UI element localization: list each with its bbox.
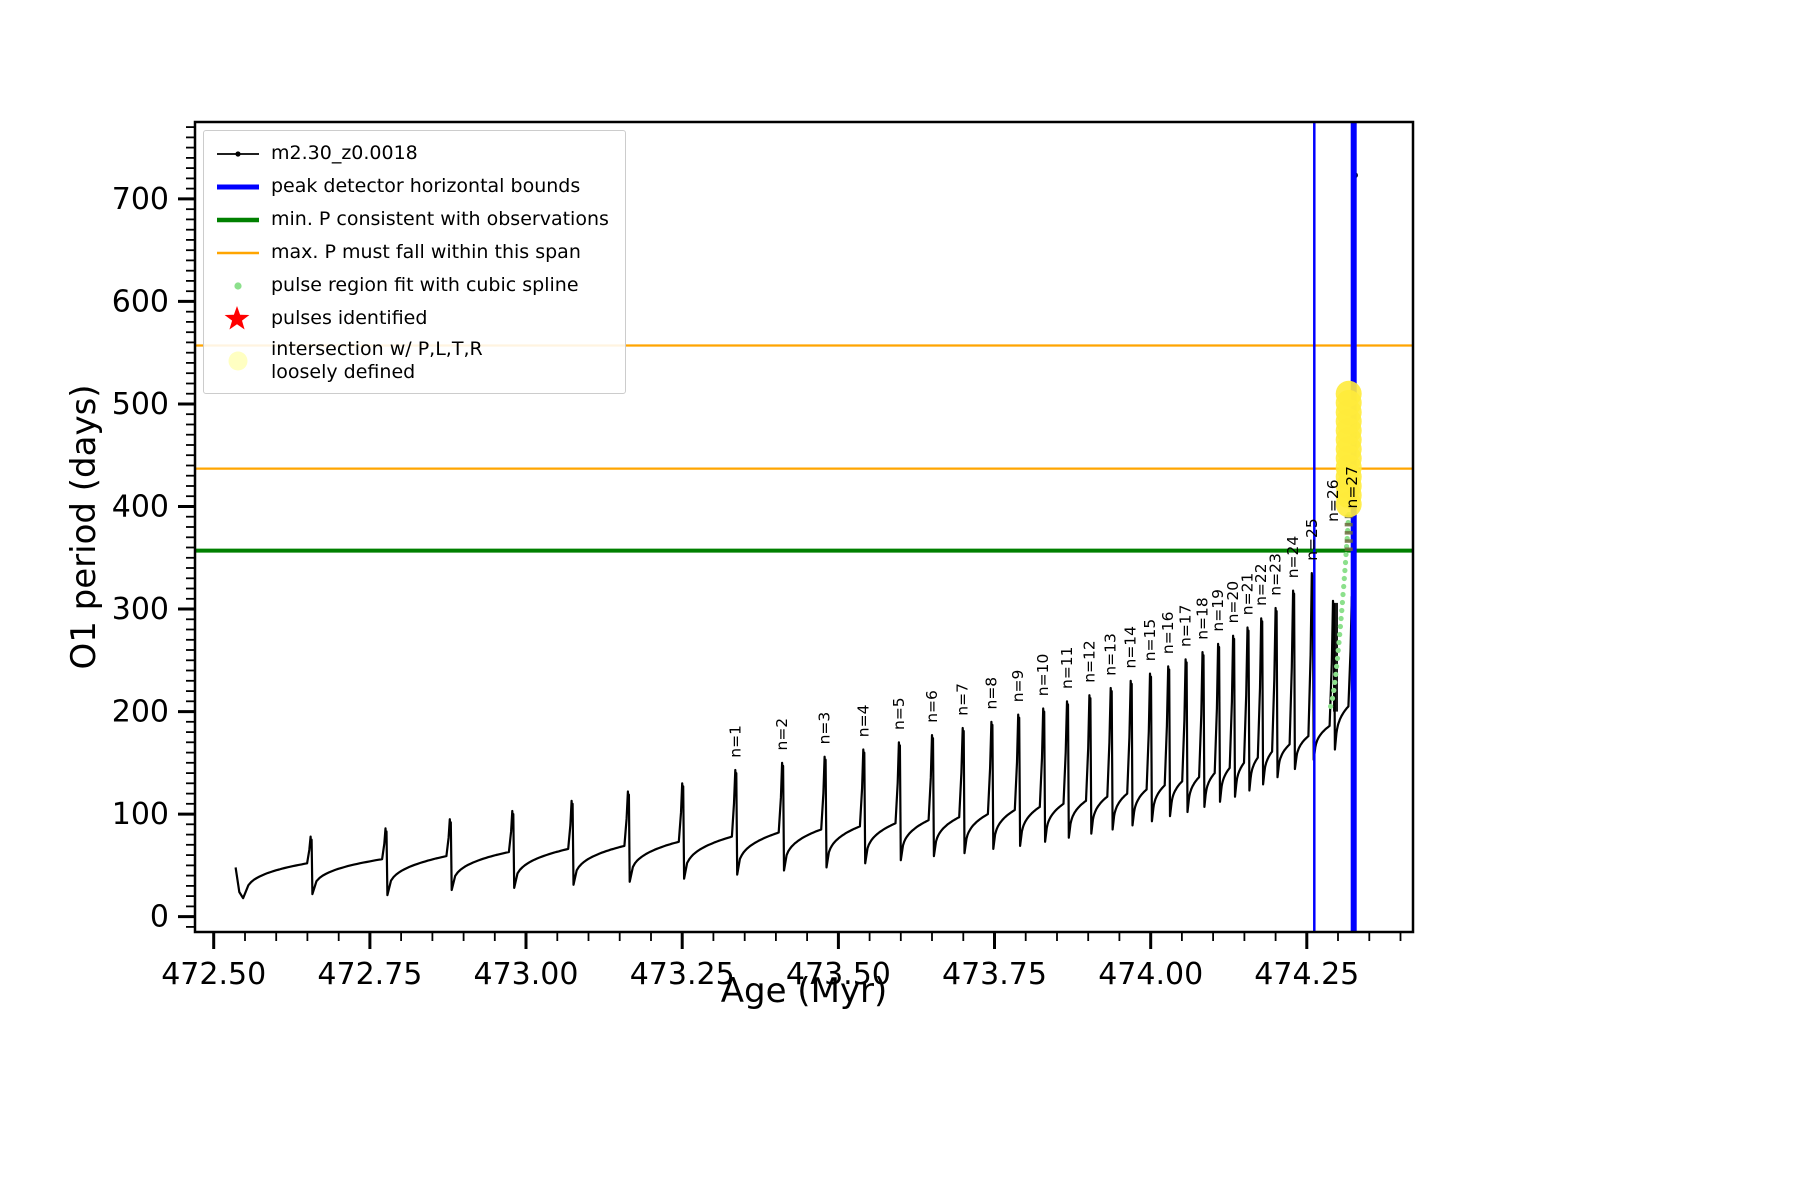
y-tick-labels: 0 100 200 300 400 500 600 700 xyxy=(112,182,169,935)
svg-text:473.75: 473.75 xyxy=(942,957,1047,992)
pulse-label: n=25 xyxy=(1303,518,1321,561)
svg-text:700: 700 xyxy=(112,182,169,217)
svg-text:474.00: 474.00 xyxy=(1098,957,1203,992)
svg-text:500: 500 xyxy=(112,387,169,422)
pulse-label: n=2 xyxy=(773,718,791,751)
hline-green-legend-marker-icon xyxy=(215,206,261,234)
legend-item: pulse region fit with cubic spline xyxy=(215,272,609,300)
spline-dot-legend-marker-icon xyxy=(215,272,261,300)
legend-item-label: min. P consistent with observations xyxy=(271,208,609,231)
pulse-label: n=19 xyxy=(1209,589,1227,632)
intersection-blob xyxy=(1335,380,1362,518)
svg-text:400: 400 xyxy=(112,490,169,525)
legend-item: intersection w/ P,L,T,R loosely defined xyxy=(215,338,609,384)
legend-item-label: pulse region fit with cubic spline xyxy=(271,274,579,297)
svg-text:473.00: 473.00 xyxy=(474,957,579,992)
legend-item: max. P must fall within this span xyxy=(215,239,609,267)
legend-item-label: peak detector horizontal bounds xyxy=(271,175,581,198)
svg-text:100: 100 xyxy=(112,797,169,832)
svg-text:472.50: 472.50 xyxy=(161,957,266,992)
vline-blue-legend-marker-icon xyxy=(215,173,261,201)
pulse-label: n=12 xyxy=(1080,640,1098,683)
svg-text:473.50: 473.50 xyxy=(786,957,891,992)
hline-orange-legend-marker-icon xyxy=(215,239,261,267)
svg-text:474.25: 474.25 xyxy=(1254,957,1359,992)
pulse-label: n=14 xyxy=(1122,626,1140,669)
legend-item: peak detector horizontal bounds xyxy=(215,173,609,201)
legend-item: pulses identified xyxy=(215,305,609,333)
pulse-label: n=23 xyxy=(1267,553,1285,596)
legend-item-label: pulses identified xyxy=(271,307,428,330)
y-axis-ticks xyxy=(178,126,195,928)
pulse-label: n=8 xyxy=(982,677,1000,710)
pulse-label: n=22 xyxy=(1252,563,1270,606)
pulse-label: n=21 xyxy=(1239,573,1257,616)
pulse-label: n=20 xyxy=(1224,581,1242,624)
pulse-label: n=4 xyxy=(854,705,872,738)
series-path xyxy=(234,572,1355,915)
pulse-label: n=1 xyxy=(726,725,744,758)
series-line-legend-marker-icon xyxy=(215,140,261,168)
svg-text:600: 600 xyxy=(112,284,169,319)
peak-detector-bounds xyxy=(1313,122,1357,932)
pulse-label: n=11 xyxy=(1058,646,1076,689)
pulse-label: n=17 xyxy=(1177,604,1195,647)
legend-item: min. P consistent with observations xyxy=(215,206,609,234)
pulse-label: n=6 xyxy=(923,690,941,723)
svg-text:300: 300 xyxy=(112,592,169,627)
pulse-label: n=18 xyxy=(1194,597,1212,640)
pulse-label: n=7 xyxy=(954,683,972,716)
pulse-label: n=10 xyxy=(1034,654,1052,697)
y-axis-label: O1 period (days) xyxy=(64,384,104,669)
pulse-label: n=15 xyxy=(1141,619,1159,662)
svg-text:0: 0 xyxy=(150,900,169,935)
svg-text:473.25: 473.25 xyxy=(630,957,735,992)
blob-yellow-legend-marker-icon xyxy=(215,347,261,375)
legend-item-label: m2.30_z0.0018 xyxy=(271,142,418,165)
pulse-labels: n=1 n=2 n=3 n=4 n=5 n=6 n=7 n=8 n=9 n=10 n=11 n=12 n… xyxy=(726,466,1361,758)
x-axis-label: Age (Myr) xyxy=(721,971,888,1011)
pulse-label: n=3 xyxy=(816,712,834,745)
pulse-label: n=5 xyxy=(890,697,908,730)
pulse-label: n=16 xyxy=(1159,612,1177,655)
legend-item-label: max. P must fall within this span xyxy=(271,241,581,264)
pulse-label: n=26 xyxy=(1324,479,1342,522)
x-axis-ticks xyxy=(212,932,1402,949)
star-red-legend-marker-icon xyxy=(215,305,261,333)
pulse-label: n=13 xyxy=(1102,633,1120,676)
pulse-label: n=24 xyxy=(1284,536,1302,579)
pulse-label: n=27 xyxy=(1343,466,1361,509)
legend-item: m2.30_z0.0018 xyxy=(215,140,609,168)
svg-text:472.75: 472.75 xyxy=(317,957,422,992)
legend-item-label: intersection w/ P,L,T,R loosely defined xyxy=(271,338,483,384)
svg-text:200: 200 xyxy=(112,695,169,730)
x-tick-labels: 472.50 472.75 473.00 473.25 473.50 473.75 474.… xyxy=(161,957,1359,992)
pulse-label: n=9 xyxy=(1009,670,1027,703)
